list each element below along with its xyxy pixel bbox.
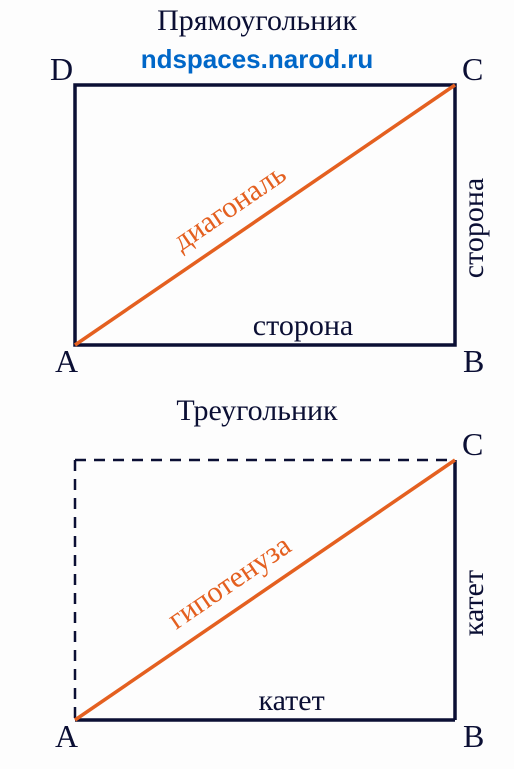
rectangle-title: Прямоугольник (157, 4, 357, 37)
triangle-vertex-c: C (462, 426, 483, 462)
watermark-text: ndspaces.narod.ru (141, 44, 374, 74)
rectangle-diagonal (75, 85, 455, 345)
rectangle-vertex-c: C (462, 51, 483, 87)
triangle-vertex-a: A (55, 718, 78, 754)
rectangle-side-right-label: сторона (457, 178, 490, 278)
triangle-hypotenuse (75, 460, 455, 720)
rectangle-vertex-d: D (50, 51, 73, 87)
rectangle-side-bottom-label: сторона (253, 309, 353, 342)
triangle-leg-right-label: катет (457, 570, 490, 636)
triangle-title: Треугольник (176, 394, 338, 427)
rectangle-vertex-b: B (463, 343, 484, 379)
triangle-vertex-b: B (463, 718, 484, 754)
rectangle-diagonal-label: диагональ (166, 157, 291, 257)
triangle-leg-bottom-label: катет (258, 684, 324, 717)
rectangle-vertex-a: A (55, 343, 78, 379)
